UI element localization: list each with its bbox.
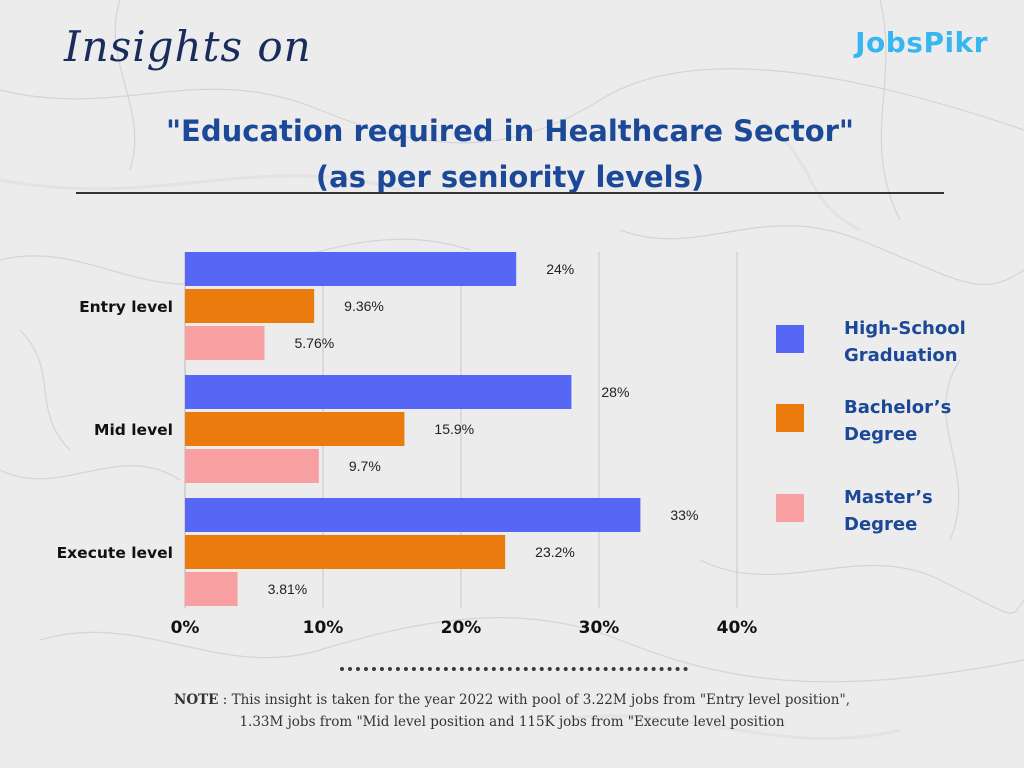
bar-master-s-degree-entry-level: [185, 326, 265, 360]
legend-swatch-bachelors: [776, 404, 804, 432]
legend-swatch-masters: [776, 494, 804, 522]
bar-high-school-graduation-mid-level: [185, 375, 572, 409]
data-label-master-s-degree-mid-level: 9.7%: [349, 458, 381, 474]
category-label-entry-level: Entry level: [79, 298, 173, 316]
note-label: NOTE: [174, 692, 219, 708]
bar-master-s-degree-execute-level: [185, 572, 238, 606]
x-tick-label-10: 10%: [303, 618, 344, 638]
data-label-master-s-degree-entry-level: 5.76%: [294, 335, 334, 351]
x-tick-label-40: 40%: [717, 618, 758, 638]
title-divider: [76, 192, 944, 194]
legend-label-masters: Master’s Degree: [844, 487, 933, 535]
note-text1: : This insight is taken for the year 202…: [218, 692, 850, 708]
category-label-execute-level: Execute level: [57, 544, 173, 562]
legend-label-bachelors: Bachelor’s Degree: [844, 397, 952, 445]
chart-title-line2: (as per seniority levels): [315, 160, 705, 194]
dotted-divider: [340, 667, 688, 671]
data-label-high-school-graduation-execute-level: 33%: [670, 507, 698, 523]
brand-logo: JobsPikr: [855, 26, 988, 59]
x-tick-label-20: 20%: [441, 618, 482, 638]
data-label-bachelor-s-degree-entry-level: 9.36%: [344, 298, 384, 314]
data-label-high-school-graduation-mid-level: 28%: [601, 384, 629, 400]
data-label-bachelor-s-degree-mid-level: 15.9%: [434, 421, 474, 437]
data-label-master-s-degree-execute-level: 3.81%: [268, 581, 308, 597]
chart-title-line1: "Education required in Healthcare Sector…: [165, 114, 855, 148]
script-title: Insights on: [64, 22, 312, 71]
bar-master-s-degree-mid-level: [185, 449, 319, 483]
bar-bachelor-s-degree-mid-level: [185, 412, 405, 446]
category-label-mid-level: Mid level: [94, 421, 173, 439]
data-label-bachelor-s-degree-execute-level: 23.2%: [535, 544, 575, 560]
note-line1: NOTE : This insight is taken for the yea…: [100, 692, 924, 708]
legend-swatch-high-school: [776, 325, 804, 353]
bar-bachelor-s-degree-entry-level: [185, 289, 315, 323]
note-line2: 1.33M jobs from "Mid level position and …: [239, 714, 785, 730]
bar-high-school-graduation-execute-level: [185, 498, 641, 532]
x-tick-label-0: 0%: [171, 618, 200, 638]
bar-high-school-graduation-entry-level: [185, 252, 517, 286]
data-label-high-school-graduation-entry-level: 24%: [546, 261, 574, 277]
x-tick-label-30: 30%: [579, 618, 620, 638]
bar-bachelor-s-degree-execute-level: [185, 535, 506, 569]
legend-label-high-school: High-School Graduation: [844, 318, 966, 366]
